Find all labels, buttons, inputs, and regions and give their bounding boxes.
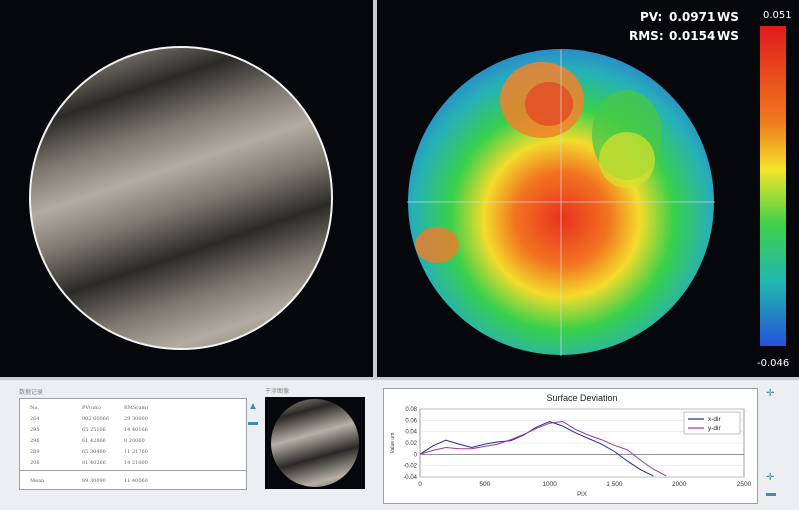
save-chart-icon[interactable]: ▬: [766, 488, 776, 499]
footer-rms: 11 40060: [124, 477, 148, 484]
footer-label: Mean: [30, 477, 45, 484]
surface-map-image: [407, 26, 786, 356]
table-row[interactable]: 206 81 40266 14 21600: [20, 457, 246, 468]
colorbar: [760, 26, 786, 346]
legend-label: x-dir: [708, 416, 721, 423]
cell: 61 42866: [82, 437, 106, 444]
export-icon[interactable]: ▲: [248, 401, 258, 412]
rms-value: 0.0154: [669, 29, 716, 43]
save-icon[interactable]: ▬: [248, 417, 258, 428]
colorbar-min: -0.046: [757, 358, 790, 369]
table-row[interactable]: 289 65 30460 11 21760: [20, 446, 246, 457]
interferogram-image: [29, 46, 333, 350]
cell: 289: [30, 448, 40, 455]
data-panel-title: 数据记录: [19, 389, 44, 396]
cell: 14 40166: [124, 426, 148, 433]
cell: 29 30000: [124, 415, 148, 422]
pin-icon[interactable]: ✛: [766, 388, 775, 399]
series-line-y-dir: [419, 420, 667, 477]
table-row[interactable]: 296 61 42866 8 20060: [20, 435, 246, 446]
series-line-x-dir: [419, 420, 654, 477]
footer-pv: 89 30090: [82, 477, 106, 484]
table-row[interactable]: 264 902 60066 29 30000: [20, 413, 246, 424]
cell: 81 40266: [82, 459, 106, 466]
y-axis-label: Value um: [390, 433, 396, 454]
cell: 11 21760: [124, 448, 148, 455]
colorbar-max: 0.051: [763, 10, 792, 21]
rms-label: RMS:: [629, 29, 664, 43]
thumbnail-title: 干涉图像: [265, 388, 290, 395]
table-footer: Mean 89 30090 11 40060: [20, 470, 246, 489]
cell: 296: [30, 437, 40, 444]
rms-unit: WS: [717, 29, 739, 43]
interferogram-thumbnail[interactable]: [265, 397, 365, 489]
cell: 14 21600: [124, 459, 148, 466]
pv-value: 0.0971: [669, 10, 716, 24]
legend-label: y-dir: [708, 425, 721, 432]
cell: 206: [30, 459, 40, 466]
cell: 902 60066: [82, 415, 110, 422]
pin-icon-2[interactable]: ✛: [766, 472, 775, 483]
cell: 65 30460: [82, 448, 106, 455]
y-tick-label: -0.04: [403, 475, 417, 481]
surface-deviation-chart[interactable]: Surface Deviation 0.08 0.06 0.04 0.02 0 -0.02 -…: [383, 388, 758, 504]
cell: 264: [30, 415, 40, 422]
pv-unit: WS: [717, 10, 739, 24]
x-tick-label: 500: [479, 481, 490, 488]
aperture-outline: [29, 46, 333, 350]
x-tick-label: 0: [418, 481, 422, 488]
x-tick-label: 1 500: [606, 481, 623, 488]
x-axis-label: PIX: [577, 492, 587, 498]
pv-label: PV:: [640, 10, 663, 24]
x-tick-label: 2000: [672, 481, 687, 488]
interferogram-view[interactable]: [0, 0, 373, 377]
y-tick-label: -0.02: [403, 464, 417, 470]
chart-title: Surface Deviation: [546, 393, 617, 403]
x-tick-label: 2500: [737, 481, 752, 488]
table-row[interactable]: 295 65 25106 14 40166: [20, 424, 246, 435]
x-tick-label: 1000: [542, 481, 557, 488]
header-pv: PV(um): [82, 404, 101, 411]
data-table[interactable]: No. PV(um) RMS(um) 264 902 60066 29 3000…: [19, 398, 247, 490]
y-tick-label: 0.04: [405, 430, 417, 436]
y-tick-label: 0.06: [405, 418, 417, 424]
splitter-vertical[interactable]: [373, 0, 377, 377]
header-no: No.: [30, 404, 39, 411]
cell: 65 25106: [82, 426, 106, 433]
y-tick-label: 0.02: [405, 441, 417, 447]
y-tick-label: 0.08: [405, 407, 417, 413]
cell: 8 20060: [124, 437, 145, 444]
header-rms: RMS(um): [124, 404, 149, 411]
surface-map-view[interactable]: PV: 0.0971 WS RMS: 0.0154 WS 0.051 -0.04…: [377, 0, 799, 377]
splitter-horizontal[interactable]: [0, 377, 799, 380]
y-tick-label: 0: [414, 452, 418, 458]
table-header: No. PV(um) RMS(um): [20, 402, 246, 413]
cell: 295: [30, 426, 40, 433]
